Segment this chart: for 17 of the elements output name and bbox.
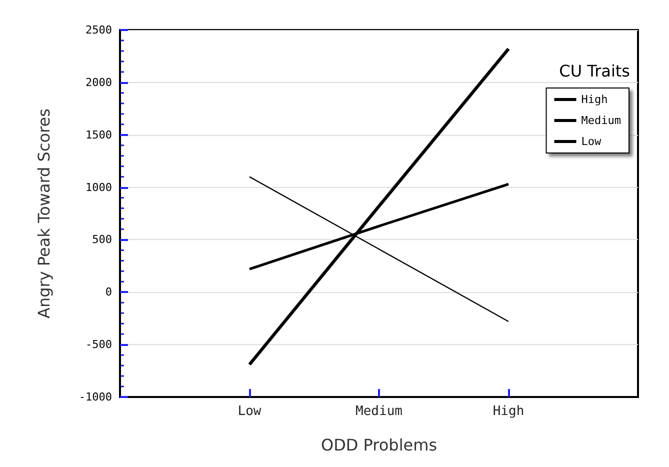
legend-label: Low	[581, 135, 602, 148]
y-tick-label: 1000	[86, 180, 112, 194]
legend-label: Medium	[581, 114, 622, 127]
y-axis-title: Angry Peak Toward Scores	[34, 108, 54, 318]
y-tick-label: -500	[86, 338, 112, 352]
y-tick-label: 500	[92, 233, 112, 246]
y-tick-label: 1500	[86, 128, 112, 142]
legend-title: CU Traits	[559, 62, 630, 80]
y-tick-label: 0	[105, 286, 112, 299]
y-tick-label: -1000	[78, 390, 112, 404]
x-axis-title: ODD Problems	[320, 436, 438, 454]
x-tick-label: Low	[238, 404, 262, 419]
y-tick-label: 2500	[86, 24, 112, 36]
y-tick-label: 2000	[86, 76, 112, 89]
x-tick-label: High	[492, 404, 524, 419]
legend-label: High	[581, 93, 608, 106]
x-tick-label: Medium	[356, 404, 403, 419]
